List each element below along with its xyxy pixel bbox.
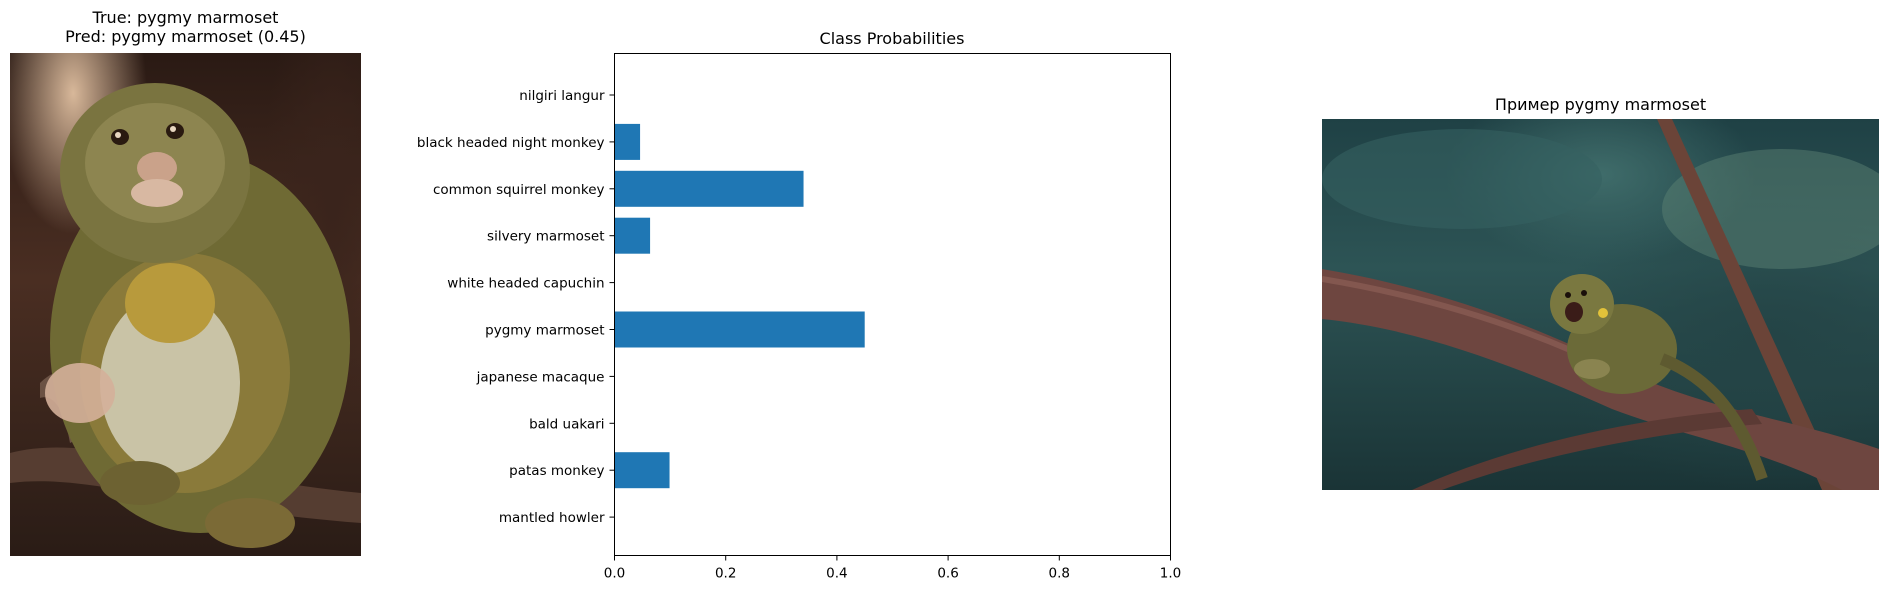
x-tick-label: 0.4: [826, 566, 847, 582]
marmoset-on-branch-illustration: [1322, 119, 1879, 490]
x-tick-label: 0.8: [1049, 566, 1070, 582]
query-image: [10, 53, 361, 556]
example-image: [1322, 119, 1879, 490]
plot-frame: [614, 53, 1171, 556]
y-tick-label: white headed capuchin: [447, 276, 604, 292]
y-tick-label: patas monkey: [509, 463, 604, 479]
x-tick-label: 0.0: [604, 566, 625, 582]
left-panel-title: True: pygmy marmoset Pred: pygmy marmose…: [10, 8, 361, 46]
y-tick-label: black headed night monkey: [417, 135, 605, 151]
pred-label: Pred: pygmy marmoset (0.45): [65, 27, 306, 46]
x-axis: 0.0 0.2 0.4 0.6 0.8 1.0: [604, 555, 1181, 582]
y-axis: nilgiri langur black headed night monkey c…: [417, 88, 615, 526]
y-tick-label: nilgiri langur: [519, 88, 605, 104]
y-tick-label: common squirrel monkey: [433, 182, 605, 198]
bar-patas-monkey: [614, 452, 670, 489]
bar-common-squirrel-monkey: [614, 170, 804, 207]
y-tick-label: silvery marmoset: [487, 229, 604, 245]
true-label: True: pygmy marmoset: [92, 8, 279, 27]
chart-title: Class Probabilities: [820, 29, 965, 48]
y-tick-label: japanese macaque: [476, 369, 605, 385]
y-tick-label: mantled howler: [499, 510, 605, 526]
x-tick-label: 0.2: [715, 566, 736, 582]
y-tick-label: pygmy marmoset: [485, 323, 604, 339]
bar-silvery-marmoset: [614, 217, 651, 254]
x-tick-label: 1.0: [1160, 566, 1181, 582]
marmoset-portrait-illustration: [10, 83, 361, 548]
y-tick-label: bald uakari: [529, 416, 604, 432]
right-panel-title: Пример pygmy marmoset: [1494, 95, 1707, 114]
bar-black-headed-night-monkey: [614, 123, 641, 160]
bars-layer: [614, 123, 865, 489]
bar-pygmy-marmoset: [614, 311, 865, 348]
x-tick-label: 0.6: [937, 566, 958, 582]
